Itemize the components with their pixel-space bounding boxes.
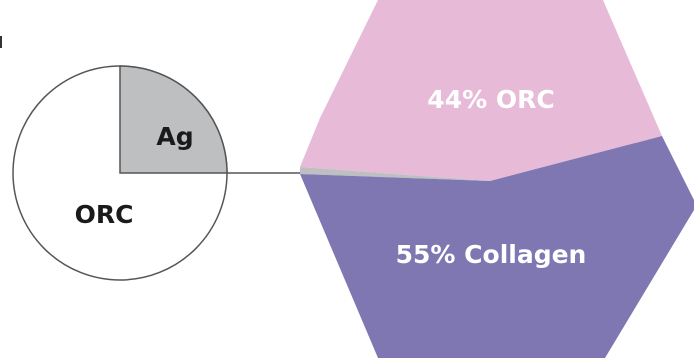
ag-wedge [119,65,228,174]
collagen-percentage-label: 55% Collagen [396,240,587,269]
ag-label: Ag [156,122,193,151]
collagen-segment [300,136,694,358]
ag-orc-circle: Ag ORC [12,65,228,281]
composition-hexagon: 44% ORC 55% Collagen [300,0,694,358]
ag-sliver-segment [300,167,490,181]
orc-segment [300,0,662,181]
orc-percentage-label: 44% ORC [427,85,554,114]
orc-circle-label: ORC [75,200,134,229]
